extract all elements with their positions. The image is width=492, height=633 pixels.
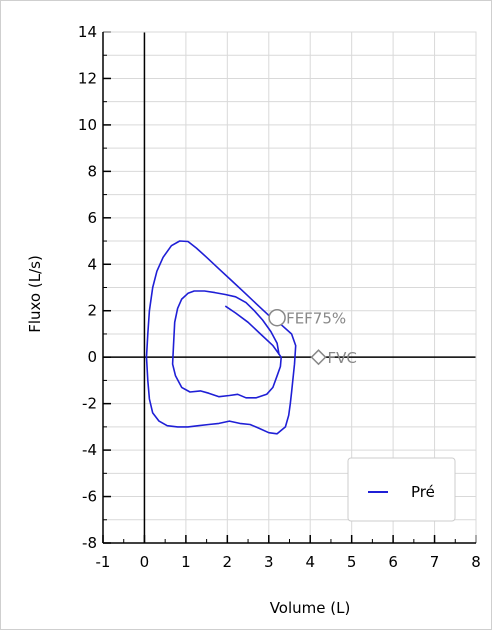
legend[interactable]: Pré <box>347 457 456 522</box>
zero-axes <box>103 32 476 543</box>
x-tick-label: 4 <box>305 553 315 571</box>
x-tick-label: 8 <box>471 553 481 571</box>
y-tick-label: 10 <box>78 116 97 134</box>
y-tick-label: 14 <box>78 23 97 41</box>
fef75-marker <box>268 308 286 327</box>
series-lines <box>145 240 297 435</box>
marker-label: FEF75% <box>286 310 346 328</box>
y-tick-label: 0 <box>87 348 97 366</box>
y-tick-label: 2 <box>87 302 97 320</box>
y-axis-label: Fluxo (L/s) <box>26 255 44 333</box>
y-tick-label: -6 <box>82 488 97 506</box>
y-tick-label: 6 <box>87 209 97 227</box>
y-tick-label: -8 <box>82 534 97 552</box>
y-tick-label: -2 <box>82 395 97 413</box>
x-tick-label: 1 <box>181 553 191 571</box>
fvc-marker <box>310 349 327 366</box>
y-tick-label: 12 <box>78 69 97 87</box>
x-tick-label: 0 <box>140 553 150 571</box>
x-tick-label: 3 <box>264 553 274 571</box>
series-line-loop-2 <box>171 290 282 399</box>
legend-box <box>347 457 456 522</box>
markers: FEF75% FVC <box>268 308 357 367</box>
x-tick-label: 7 <box>430 553 440 571</box>
x-tick-label: 2 <box>223 553 233 571</box>
series-line-loop-1 <box>145 240 297 435</box>
y-tick-label: 8 <box>87 162 97 180</box>
x-tick-label: -1 <box>96 553 111 571</box>
x-axis-label: Volume (L) <box>270 599 351 617</box>
marker-label: FVC <box>328 349 357 367</box>
x-tick-label: 5 <box>347 553 357 571</box>
y-tick-label: 4 <box>87 255 97 273</box>
legend-label-pre: Pré <box>411 483 435 501</box>
plot-border <box>102 31 477 544</box>
x-tick-label: 6 <box>388 553 398 571</box>
y-tick-label: -4 <box>82 441 97 459</box>
